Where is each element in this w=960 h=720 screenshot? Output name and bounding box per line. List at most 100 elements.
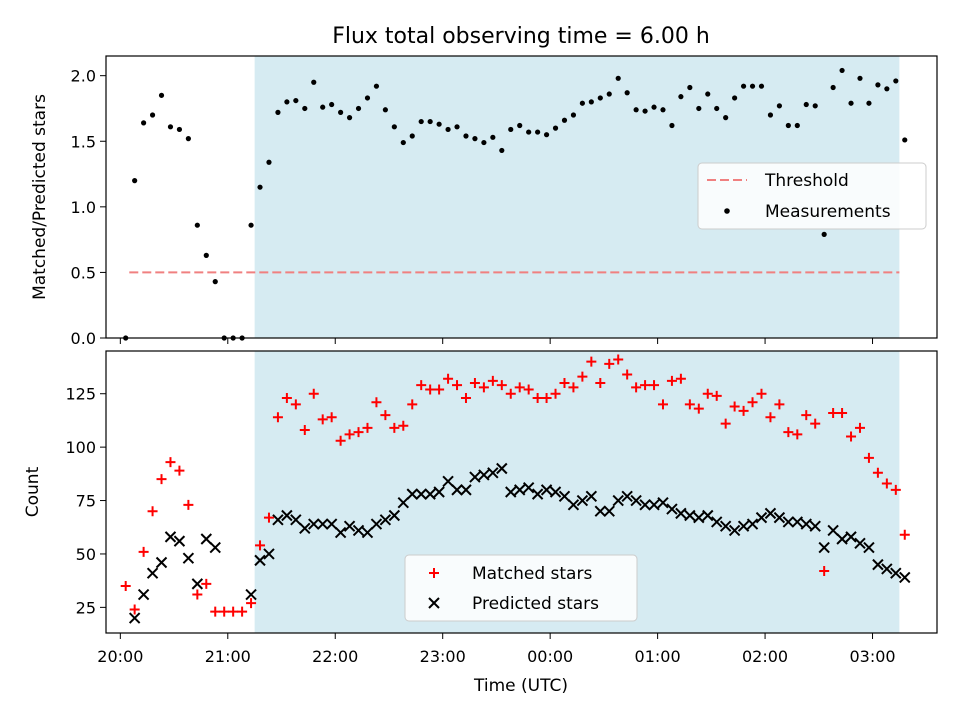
predicted-star-point <box>603 505 615 517</box>
measurement-point <box>203 252 209 258</box>
measurement-point <box>499 147 505 154</box>
predicted-star-point <box>531 488 544 500</box>
matched-star-point <box>317 414 328 425</box>
measurement-point <box>329 101 335 108</box>
matched-star-point <box>631 382 642 393</box>
predicted-star-point <box>388 509 401 522</box>
matched-star-point <box>353 427 364 438</box>
figure-title: Flux total observing time = 6.00 h <box>332 24 710 49</box>
matched-star-point <box>201 578 212 589</box>
bottom-ytick-label: 100 <box>65 438 96 457</box>
predicted-star-point <box>182 552 195 564</box>
predicted-star-point <box>693 511 705 524</box>
matched-star-point <box>684 399 695 410</box>
predicted-star-point <box>343 520 356 532</box>
top-ytick-label: 2.0 <box>71 67 96 86</box>
bottom-xtick-label: 01:00 <box>635 647 681 666</box>
bottom-ytick-label: 50 <box>76 545 96 564</box>
matched-star-point <box>165 457 176 468</box>
predicted-star-point <box>684 509 696 522</box>
predicted-star-point <box>657 496 669 509</box>
matched-star-point <box>460 393 471 403</box>
matched-star-point <box>138 546 149 557</box>
matched-star-point <box>523 384 534 395</box>
measurement-point <box>454 124 460 130</box>
matched-star-point <box>469 378 480 389</box>
predicted-star-point <box>585 490 598 502</box>
predicted-star-point <box>469 471 481 483</box>
matched-star-point <box>505 388 516 399</box>
predicted-star-point <box>872 558 884 571</box>
measurement-point <box>185 136 191 142</box>
predicted-star-point <box>612 494 624 507</box>
measurement-point <box>436 121 442 127</box>
predicted-star-point <box>809 520 821 532</box>
predicted-star-point <box>890 567 902 579</box>
measurement-point <box>320 104 326 110</box>
matched-star-point <box>720 418 731 429</box>
matched-star-point <box>255 540 266 551</box>
measurement-point <box>132 178 138 184</box>
predicted-star-point <box>881 563 893 575</box>
matched-star-point <box>711 390 722 401</box>
bottom-axes-frame <box>105 350 938 634</box>
predicted-star-point <box>675 507 687 520</box>
bottom-xtick-label: 22:00 <box>312 647 358 666</box>
predicted-star-point <box>406 488 418 500</box>
matched-star-point <box>156 474 167 485</box>
predicted-star-point <box>522 482 535 494</box>
predicted-star-point <box>719 520 732 532</box>
measurement-point <box>257 184 263 190</box>
matched-star-point <box>174 465 185 476</box>
matched-star-point <box>783 427 794 438</box>
measurement-point <box>714 105 720 112</box>
top-panel: 0.00.51.01.52.0 Matched/Predicted stars … <box>30 55 938 348</box>
predicted-star-point <box>836 533 848 545</box>
measurement-point <box>758 83 765 89</box>
matched-star-point <box>210 606 221 617</box>
matched-star-point <box>747 397 758 408</box>
predicted-star-point <box>379 514 392 526</box>
matched-star-point <box>863 452 874 463</box>
matched-star-point <box>765 412 776 423</box>
bottom-xtick-label: 00:00 <box>527 647 573 666</box>
predicted-star-point <box>737 520 750 532</box>
measurement-point <box>248 222 254 228</box>
top-ytick-label: 0.5 <box>71 263 96 282</box>
matched-star-point <box>899 529 910 540</box>
measurement-point <box>749 83 756 89</box>
measurement-point <box>579 100 585 106</box>
matched-star-point <box>828 407 839 418</box>
predicted-star-point <box>728 524 741 537</box>
matched-star-point <box>819 566 830 577</box>
top-ytick-label: 1.5 <box>71 132 96 151</box>
predicted-star-point <box>308 518 320 530</box>
measurement-point <box>678 94 684 100</box>
matched-star-point <box>568 382 579 393</box>
measurement-point <box>194 222 200 228</box>
bottom-legend-box <box>404 554 638 622</box>
predicted-star-point <box>621 490 633 502</box>
measurement-point <box>902 137 908 143</box>
predicted-star-point <box>254 554 266 567</box>
predicted-star-point <box>773 511 786 524</box>
measurement-point <box>418 118 424 125</box>
predicted-star-point <box>415 488 427 500</box>
bottom-xtick-label: 20:00 <box>97 647 143 666</box>
predicted-star-point <box>325 518 338 530</box>
matched-star-point <box>604 358 615 369</box>
measurement-point <box>543 132 550 138</box>
measurement-point <box>293 97 299 104</box>
predicted-star-point <box>290 514 302 526</box>
predicted-star-point <box>128 612 141 624</box>
measurement-point <box>767 112 774 118</box>
predicted-star-point <box>567 499 580 511</box>
measurement-point <box>508 126 514 133</box>
predicted-star-point <box>505 486 517 498</box>
matched-star-point <box>425 384 436 395</box>
matched-star-point <box>738 405 749 416</box>
predicted-star-point <box>746 518 759 530</box>
predicted-star-point <box>648 499 660 511</box>
measurement-point <box>803 101 809 108</box>
measurement-point <box>588 99 594 105</box>
